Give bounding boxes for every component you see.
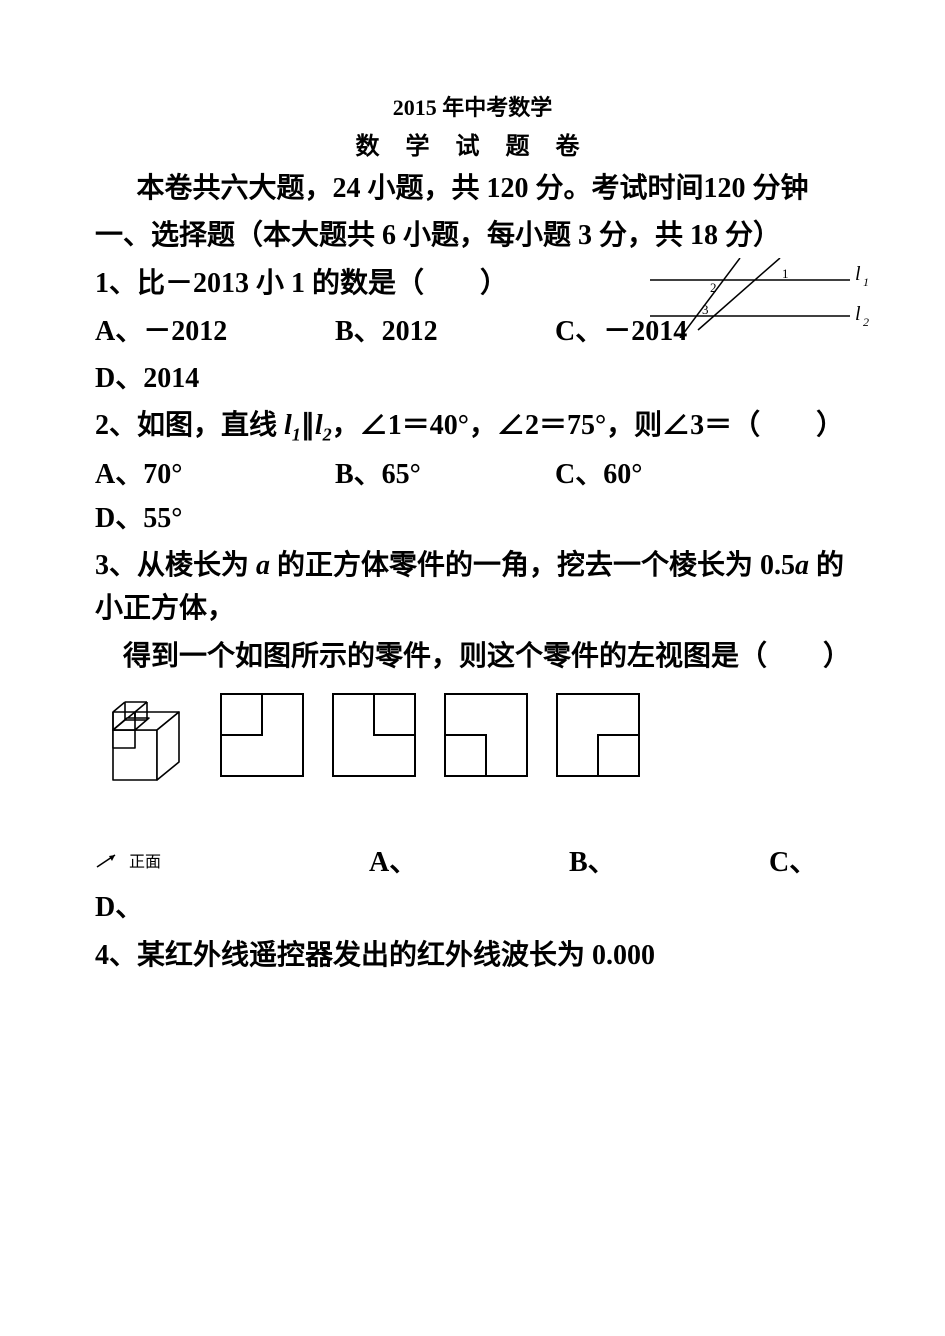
- parallel-lines-figure: 1 2 3 l 1 l 2: [650, 258, 880, 338]
- q2-option-c: C、60°: [555, 453, 765, 496]
- q3-solid-figure: [95, 690, 195, 790]
- front-arrow-icon: [95, 851, 121, 869]
- line-l1-sub: 1: [863, 275, 869, 289]
- q3-front-row: 正面 A、 B、 C、: [95, 840, 850, 880]
- line-l1-label: l: [855, 263, 861, 285]
- angle-1-label: 1: [782, 266, 789, 281]
- q3-figures-row: [95, 690, 850, 790]
- q3-option-d-figure: [553, 690, 643, 780]
- q2-option-d: D、55°: [95, 497, 182, 540]
- q3-option-c-figure: [441, 690, 531, 780]
- line-l2-sub: 2: [863, 315, 869, 329]
- exam-info: 本卷共六大题，24 小题，共 120 分。考试时间120 分钟: [95, 169, 850, 210]
- q3-option-d-label: D、: [95, 886, 850, 929]
- q3-option-b-figure: [329, 690, 419, 780]
- q3-option-c-label: C、: [769, 840, 817, 880]
- angle-2-label: 2: [710, 280, 717, 295]
- front-label: 正面: [129, 848, 369, 872]
- q4-text: 4、某红外线遥控器发出的红外线波长为 0.000: [95, 934, 850, 977]
- section-1-heading: 一、选择题（本大题共 6 小题，每小题 3 分，共 18 分）: [95, 216, 850, 257]
- q1-option-b: B、2012: [335, 310, 555, 353]
- exam-year-title: 2015 年中考数学: [95, 90, 850, 122]
- angle-3-label: 3: [702, 302, 709, 317]
- line-l2-label: l: [855, 303, 861, 325]
- q1-option-a: A、－2012: [95, 310, 335, 353]
- exam-subject-title: 数 学 试 题 卷: [95, 126, 850, 161]
- q3-option-a-figure: [217, 690, 307, 780]
- q2-option-b: B、65°: [335, 453, 555, 496]
- q3-option-a-label: A、: [369, 840, 569, 880]
- q3-line2: 得到一个如图所示的零件，则这个零件的左视图是（ ）: [95, 635, 850, 678]
- q1-option-d: D、2014: [95, 357, 850, 400]
- q3-line1: 3、从棱长为 a 的正方体零件的一角，挖去一个棱长为 0.5a 的小正方体，: [95, 544, 850, 631]
- q2-text: 2、如图，直线 l1∥l2，∠1＝40°，∠2＝75°，则∠3＝（ ）: [95, 404, 850, 449]
- q2-option-a: A、70°: [95, 453, 335, 496]
- q3-option-b-label: B、: [569, 840, 769, 880]
